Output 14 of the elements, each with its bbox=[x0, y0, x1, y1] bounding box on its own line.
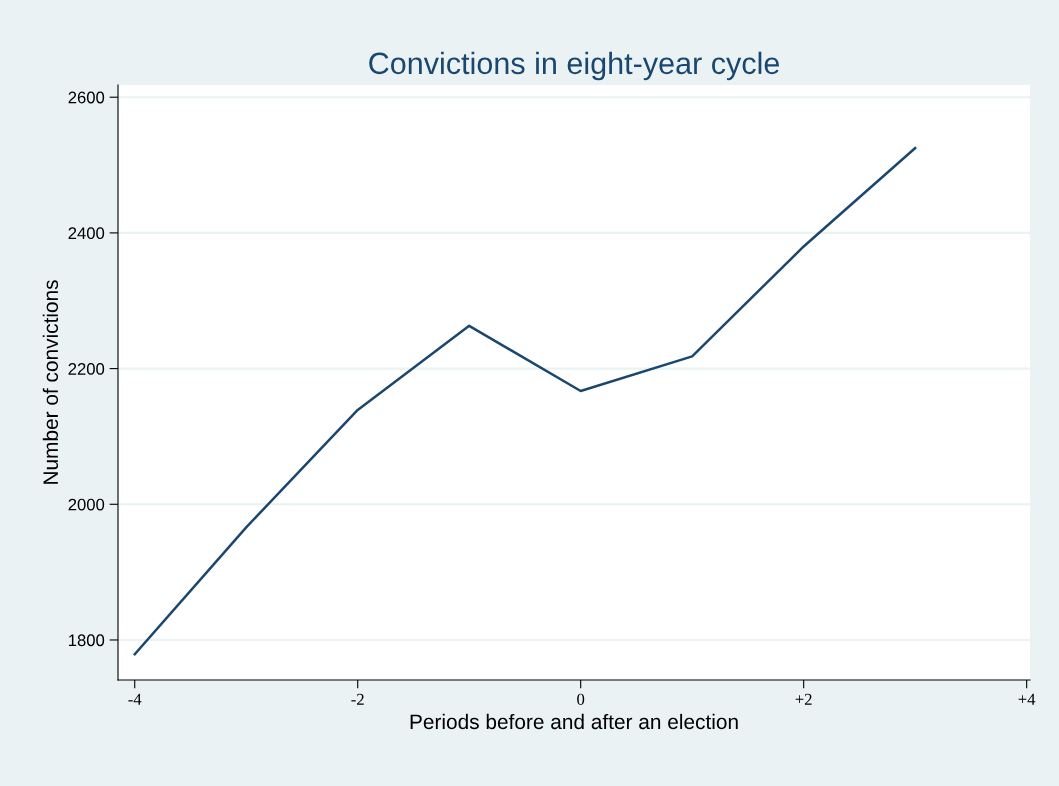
chart-title: Convictions in eight-year cycle bbox=[369, 51, 779, 81]
y-axis-title: Number of convictions bbox=[42, 280, 59, 484]
y-tick-label: 2200 bbox=[68, 362, 105, 375]
y-tick-label: 2000 bbox=[68, 498, 105, 511]
line-series bbox=[133, 146, 917, 656]
x-axis-title: Periods before and after an election bbox=[410, 713, 738, 730]
x-tick-label: -2 bbox=[351, 693, 364, 705]
y-tick-label: 2600 bbox=[68, 91, 105, 104]
x-tick-label: +2 bbox=[795, 693, 812, 705]
x-tick-label: 0 bbox=[577, 693, 585, 705]
y-tick-label: 1800 bbox=[69, 634, 105, 647]
y-tick-label: 2400 bbox=[68, 227, 105, 240]
x-tick-label: -4 bbox=[128, 693, 142, 705]
x-tick-label: +4 bbox=[1018, 693, 1036, 705]
